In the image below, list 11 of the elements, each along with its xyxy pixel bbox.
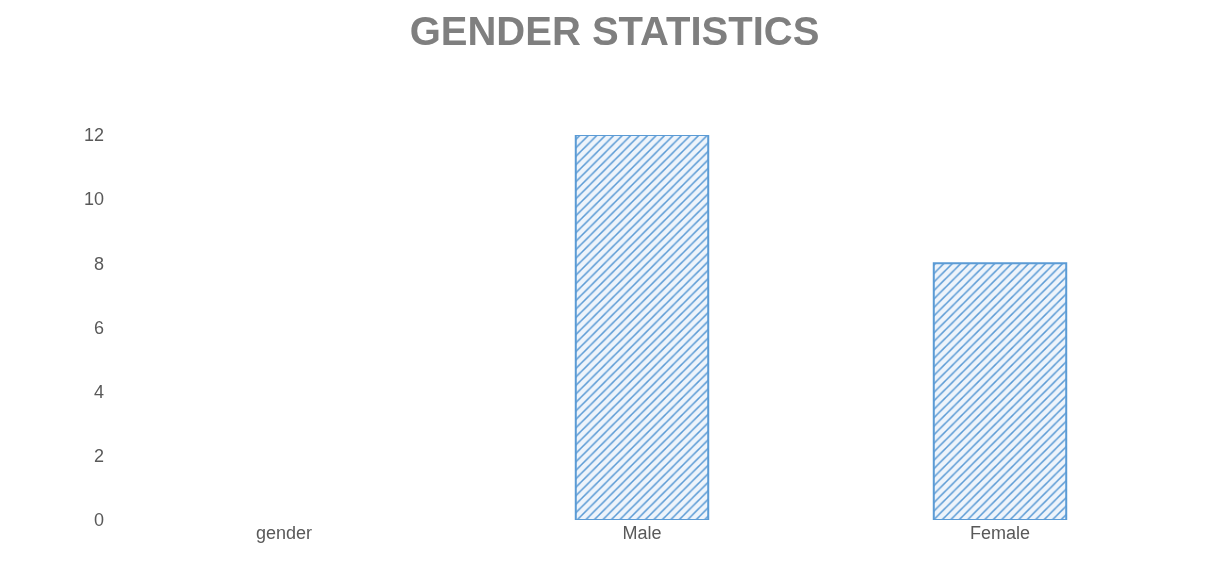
y-tick-label: 10	[83, 189, 104, 210]
x-tick-label: Female	[969, 523, 1031, 543]
y-tick-label: 2	[93, 446, 104, 467]
x-tick-label: Male	[622, 523, 662, 543]
y-tick-label: 8	[93, 253, 104, 274]
y-tick-label: 4	[93, 381, 104, 402]
y-tick-label: 6	[93, 317, 104, 338]
y-tick-label: 12	[83, 125, 104, 146]
x-tick-label: gender	[255, 523, 313, 543]
chart-title: GENDER STATISTICS	[409, 9, 820, 54]
y-tick-label: 0	[93, 510, 104, 531]
